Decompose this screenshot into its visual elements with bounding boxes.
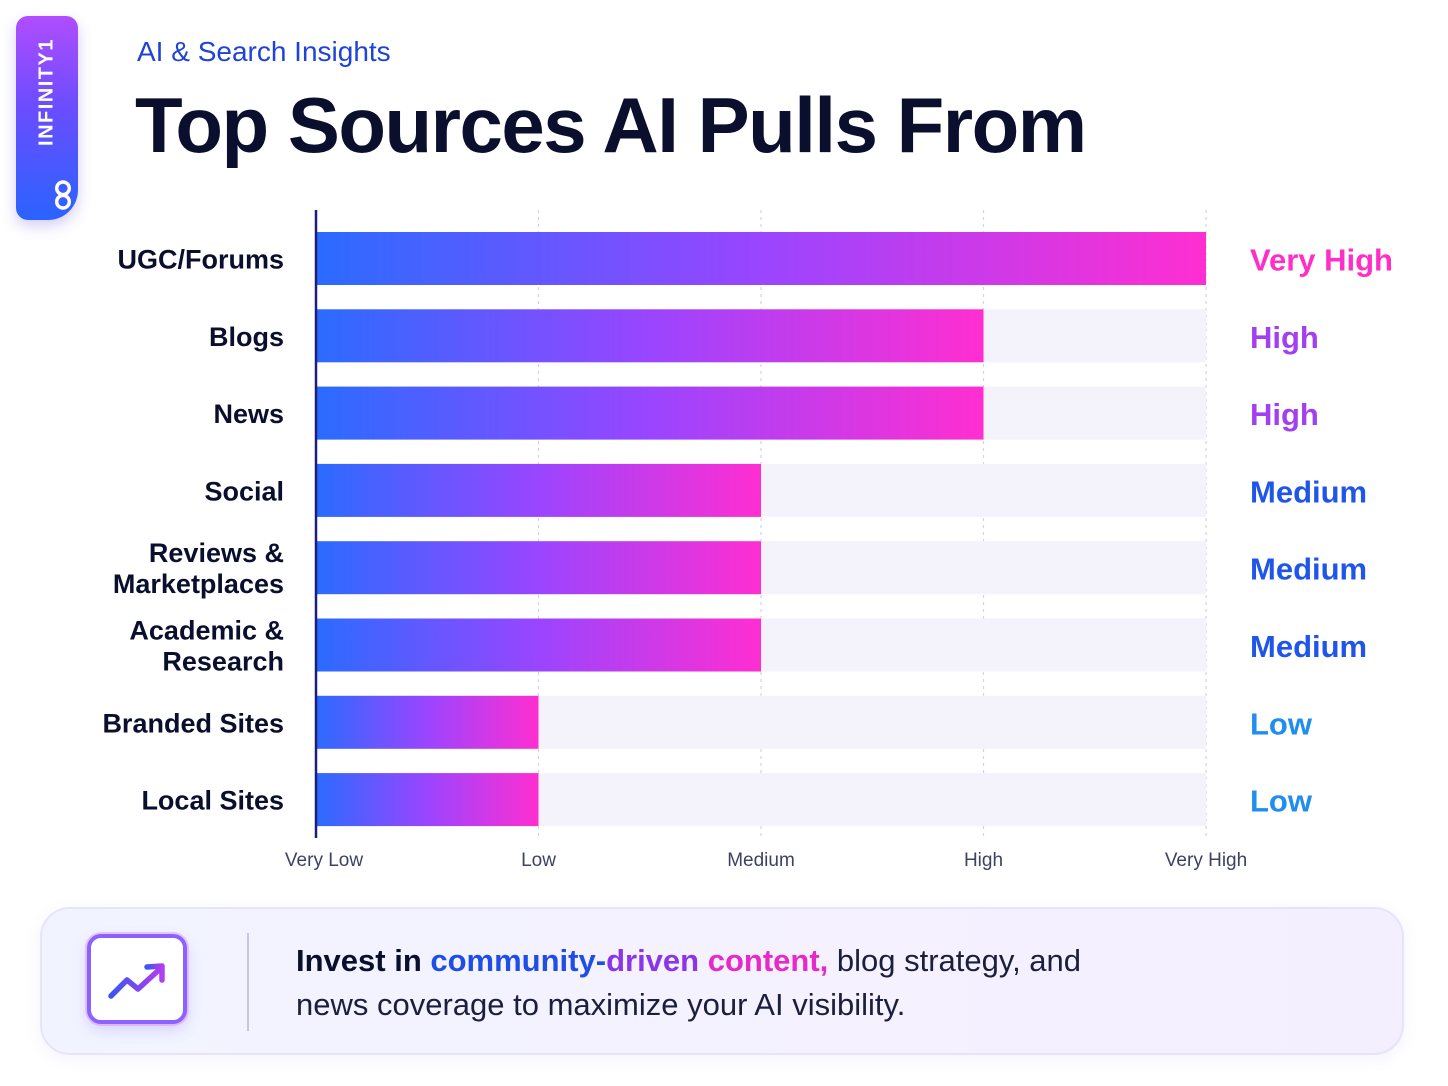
level-label: Low [1250, 706, 1313, 741]
category-label: UGC/Forums [117, 245, 284, 275]
page-title: Top Sources AI Pulls From [135, 81, 1087, 169]
bar [316, 773, 539, 827]
category-label: Local Sites [141, 786, 284, 816]
callout-highlight-1: community- [430, 943, 607, 978]
category-label: News [213, 399, 284, 429]
callout-lead: Invest in [296, 943, 431, 978]
level-label: Very High [1250, 243, 1393, 278]
callout-line-2: news coverage to maximize your AI visibi… [296, 987, 906, 1022]
category-label: Research [162, 647, 284, 677]
bar [316, 541, 761, 595]
bar [316, 386, 984, 440]
level-labels: Very High High High Medium Medium Medium Low Lo… [1250, 243, 1393, 819]
level-label: Medium [1250, 552, 1367, 587]
x-tick-label: High [964, 850, 1003, 871]
bar-chart: UGC/Forums Blogs News Social Reviews &Market… [102, 210, 1393, 871]
bar [316, 618, 761, 672]
level-label: Low [1250, 784, 1313, 819]
infinity-icon [54, 180, 72, 210]
callout-text: Invest in community-driven content, blog… [296, 939, 1356, 1027]
category-labels: UGC/Forums Blogs News Social Reviews &Market… [102, 245, 284, 816]
x-tick-label: Low [521, 850, 556, 871]
callout-rest-line-1: blog strategy, and [828, 943, 1082, 978]
trending-up-icon [87, 934, 187, 1024]
level-label: High [1250, 397, 1319, 432]
bar [316, 232, 1206, 285]
x-tick-labels: Very Low Low Medium High Very High [285, 850, 1247, 871]
x-tick-label: Medium [727, 850, 795, 871]
level-label: Medium [1250, 474, 1367, 509]
bar [316, 463, 761, 517]
callout-highlight-2: driven [606, 943, 708, 978]
category-label: Social [204, 476, 284, 506]
brand-tab [16, 16, 78, 220]
bars [316, 232, 1206, 827]
category-label: Branded Sites [102, 708, 284, 738]
category-label: Blogs [209, 322, 284, 352]
bar [316, 695, 539, 749]
insight-callout: Invest in community-driven content, blog… [40, 907, 1404, 1055]
callout-divider [247, 933, 249, 1031]
x-tick-label: Very Low [285, 850, 363, 871]
bar [316, 309, 984, 363]
level-label: Medium [1250, 629, 1367, 664]
category-label: Academic & [129, 616, 284, 646]
callout-highlight-3: content, [707, 943, 829, 978]
x-tick-label: Very High [1165, 850, 1247, 871]
eyebrow-label: AI & Search Insights [137, 36, 391, 67]
category-label: Reviews & [149, 538, 284, 568]
level-label: High [1250, 320, 1319, 355]
category-label: Marketplaces [113, 569, 284, 599]
